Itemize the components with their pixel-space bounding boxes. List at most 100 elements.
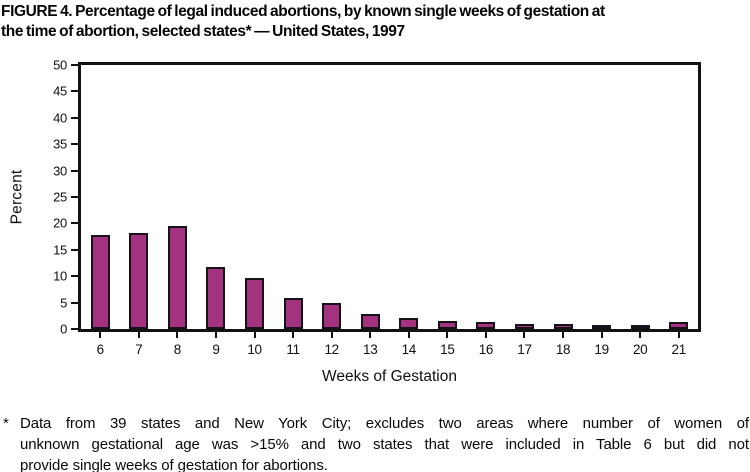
x-tick-slot — [621, 332, 660, 338]
plot-area — [78, 62, 701, 332]
x-label-slot: 8 — [158, 342, 197, 357]
bar-slot — [428, 65, 467, 329]
bar-slot — [235, 65, 274, 329]
x-tick-label: 8 — [173, 342, 182, 357]
y-tick — [71, 116, 78, 119]
y-tick-label: 45 — [53, 83, 67, 99]
x-tick-slot — [235, 332, 274, 338]
x-label-slot: 17 — [505, 342, 544, 357]
x-label-slot: 11 — [274, 342, 313, 357]
x-tick — [99, 332, 102, 338]
x-tick-slot — [351, 332, 390, 338]
bars-row — [81, 65, 698, 329]
x-tick — [600, 332, 603, 338]
x-label-slot: 13 — [351, 342, 390, 357]
bar-slot — [390, 65, 429, 329]
y-tick-label: 10 — [53, 268, 67, 284]
x-tick — [176, 332, 179, 338]
x-tick — [677, 332, 680, 338]
bar — [553, 324, 573, 329]
y-tick — [71, 90, 78, 93]
y-tick — [71, 143, 78, 146]
x-tick — [639, 332, 642, 338]
bar — [592, 325, 612, 329]
bar-slot — [351, 65, 390, 329]
x-axis-title: Weeks of Gestation — [322, 368, 457, 385]
footnote: * Data from 39 states and New York City;… — [0, 413, 750, 472]
y-tick — [71, 301, 78, 304]
bar — [90, 235, 110, 329]
bar — [206, 267, 226, 329]
y-tick-label: 5 — [60, 295, 67, 311]
bar — [399, 318, 419, 329]
x-labels-row: 6 7 8 9 10 11 12 13 14 15 16 17 18 19 20 21 — [81, 342, 698, 357]
y-axis-title-text: Percent — [8, 169, 26, 225]
x-label-slot: 7 — [120, 342, 159, 357]
x-tick-label: 6 — [96, 342, 105, 357]
x-tick-label: 12 — [324, 342, 339, 357]
x-ticks-row — [81, 332, 698, 338]
x-tick-slot — [274, 332, 313, 338]
y-tick-label: 20 — [53, 215, 67, 231]
x-tick-label: 13 — [363, 342, 378, 357]
y-tick — [71, 248, 78, 251]
x-tick-label: 19 — [594, 342, 609, 357]
y-tick — [71, 222, 78, 225]
bar-slot — [621, 65, 660, 329]
bar — [514, 324, 534, 329]
x-label-slot: 19 — [582, 342, 621, 357]
x-tick — [292, 332, 295, 338]
bar — [437, 321, 457, 329]
x-tick-slot — [158, 332, 197, 338]
bar-slot — [158, 65, 197, 329]
x-tick-label: 10 — [247, 342, 262, 357]
y-tick-label: 50 — [53, 57, 67, 73]
y-axis — [70, 64, 78, 330]
y-tick — [71, 169, 78, 172]
bar — [360, 314, 380, 329]
footnote-line-1: Data from 39 states and New York City; e… — [20, 415, 749, 432]
bar — [167, 226, 187, 329]
x-tick — [446, 332, 449, 338]
x-tick-label: 9 — [212, 342, 220, 357]
x-label-slot: 21 — [659, 342, 698, 357]
x-tick-slot — [81, 332, 120, 338]
x-tick-slot — [120, 332, 159, 338]
bar — [245, 278, 265, 329]
y-tick — [71, 64, 78, 66]
bar-slot — [659, 65, 698, 329]
bar-slot — [505, 65, 544, 329]
y-tick — [71, 328, 78, 330]
x-label-slot: 6 — [81, 342, 120, 357]
figure-title: FIGURE 4. Percentage of legal induced ab… — [1, 2, 750, 42]
x-label-slot: 20 — [621, 342, 660, 357]
bar-slot — [274, 65, 313, 329]
bar — [322, 303, 342, 329]
y-tick — [71, 275, 78, 278]
x-tick-slot — [390, 332, 429, 338]
x-tick — [407, 332, 410, 338]
bar-slot — [197, 65, 236, 329]
x-tick-slot — [428, 332, 467, 338]
x-tick — [137, 332, 140, 338]
bar-slot — [81, 65, 120, 329]
footnote-lines: Data from 39 states and New York City; e… — [20, 413, 749, 472]
bar — [129, 233, 149, 329]
y-tick-label: 15 — [53, 242, 67, 258]
bar — [630, 325, 650, 329]
x-label-slot: 10 — [235, 342, 274, 357]
x-tick-slot — [659, 332, 698, 338]
footnote-line-3: provide single weeks of gestation for ab… — [20, 457, 328, 472]
x-tick-label: 11 — [286, 342, 300, 357]
y-tick — [71, 196, 78, 198]
bar-slot — [120, 65, 159, 329]
bar-slot — [582, 65, 621, 329]
x-label-slot: 9 — [197, 342, 236, 357]
x-tick — [253, 332, 256, 338]
x-tick-label: 7 — [135, 342, 143, 357]
x-label-slot: 15 — [428, 342, 467, 357]
x-tick-label: 21 — [671, 342, 687, 357]
x-label-slot: 12 — [312, 342, 351, 357]
y-tick-label: 0 — [60, 321, 67, 337]
bar — [669, 322, 689, 329]
